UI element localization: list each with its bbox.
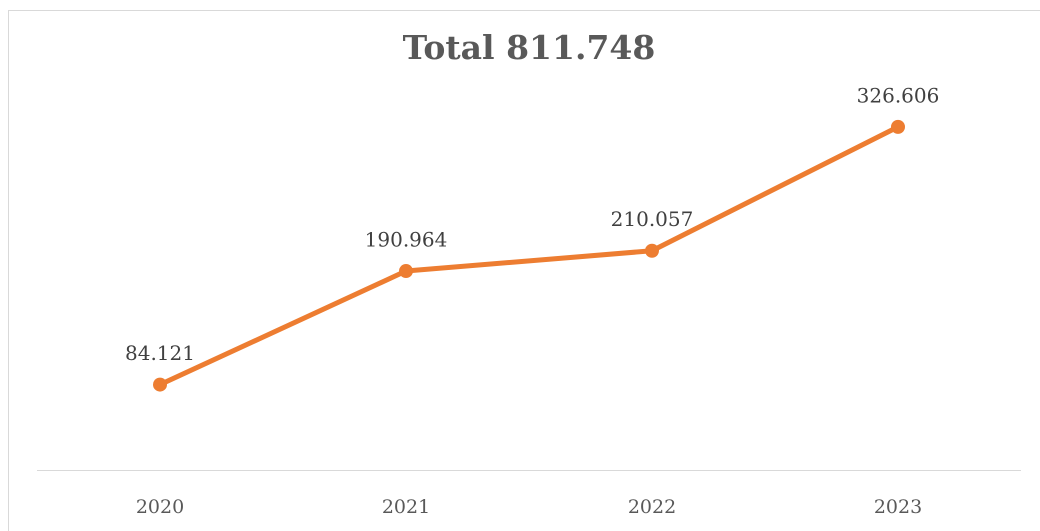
data-point [645, 243, 659, 258]
data-line [157, 124, 901, 388]
x-tick-label: 2021 [382, 496, 430, 518]
data-label: 210.057 [611, 207, 694, 231]
chart-title: Total 811.748 [403, 28, 656, 67]
data-label: 326.606 [857, 83, 940, 107]
x-tick-label: 2020 [136, 496, 184, 518]
data-point [153, 377, 167, 392]
x-tick-label: 2022 [628, 496, 676, 518]
data-point [891, 119, 905, 134]
x-tick-label: 2023 [874, 496, 922, 518]
data-label: 84.121 [125, 341, 195, 365]
data-point [399, 264, 413, 279]
chart-border [8, 10, 1040, 531]
data-label: 190.964 [365, 228, 448, 252]
